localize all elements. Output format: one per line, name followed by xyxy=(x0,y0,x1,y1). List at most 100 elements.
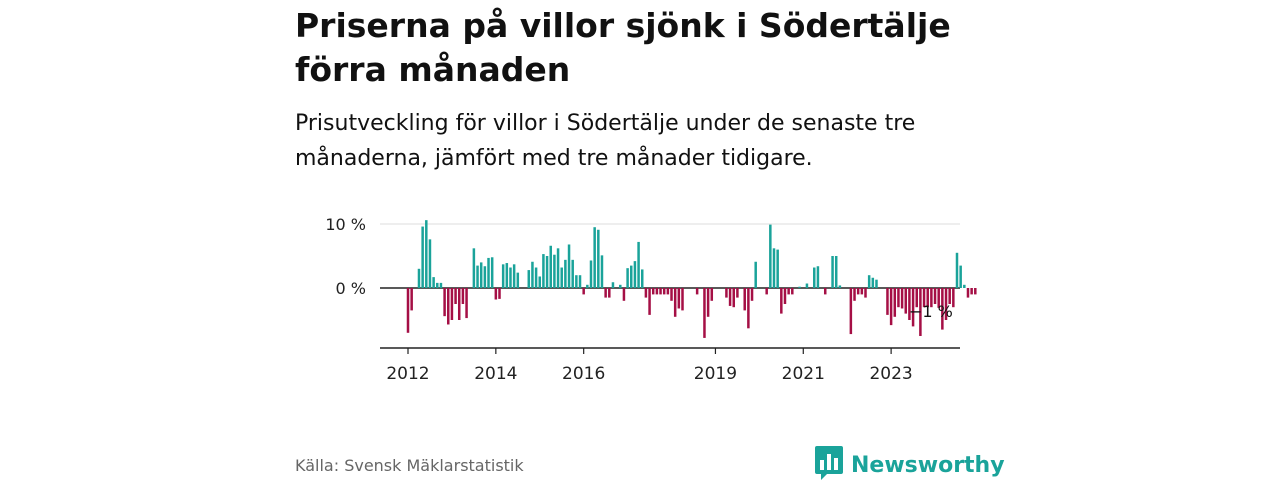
bar xyxy=(670,288,673,301)
bar xyxy=(586,284,589,288)
bar xyxy=(728,288,732,306)
bar xyxy=(457,288,461,320)
bar-chart: 0 % 10 % 2012 2014 2016 2019 2021 2023 −1 % xyxy=(325,215,977,384)
bar xyxy=(582,288,585,295)
brand-logo[interactable]: Newsworthy xyxy=(815,446,1005,484)
bar xyxy=(622,288,626,301)
bar xyxy=(886,288,889,315)
bar xyxy=(871,277,875,288)
chart-subtitle: Prisutveckling för villor i Södertälje u… xyxy=(295,111,916,171)
bar xyxy=(911,288,915,327)
chart-title: Priserna på villor sjönk i Södertälje fö… xyxy=(295,6,951,89)
bar xyxy=(608,288,611,298)
bar xyxy=(487,257,490,288)
bar xyxy=(534,267,538,288)
bar xyxy=(937,288,940,308)
bar xyxy=(754,261,757,288)
bar xyxy=(897,288,900,308)
bar xyxy=(417,268,421,288)
bar xyxy=(695,288,699,295)
bar xyxy=(904,288,908,314)
bar xyxy=(930,288,933,308)
bar xyxy=(776,249,779,288)
bar xyxy=(483,266,487,288)
bar xyxy=(856,288,860,295)
bar xyxy=(578,275,582,288)
x-tick-label: 2023 xyxy=(869,364,912,384)
bar xyxy=(783,288,787,304)
bar xyxy=(516,272,520,288)
bar xyxy=(538,276,542,288)
bar xyxy=(479,262,483,288)
bar xyxy=(673,288,677,317)
bar xyxy=(567,244,571,288)
bar xyxy=(772,248,776,288)
bar xyxy=(476,265,479,288)
bar xyxy=(867,275,871,288)
bar xyxy=(926,288,929,308)
bar xyxy=(933,288,937,304)
bar xyxy=(604,288,607,298)
bar xyxy=(769,224,772,288)
bar xyxy=(710,288,714,301)
bar xyxy=(798,286,801,288)
bar xyxy=(974,288,977,295)
bar xyxy=(747,288,750,329)
bar xyxy=(952,288,955,308)
bar xyxy=(860,288,864,295)
bar xyxy=(893,288,897,317)
bar xyxy=(765,288,768,295)
bar xyxy=(732,288,735,308)
bar xyxy=(549,245,552,288)
bar xyxy=(849,288,853,335)
bar xyxy=(505,263,509,288)
bar xyxy=(787,288,790,295)
bar xyxy=(791,288,794,295)
bar xyxy=(626,268,629,288)
bar xyxy=(919,288,922,336)
bar xyxy=(944,288,948,320)
brand-name: Newsworthy xyxy=(851,452,1005,478)
bar xyxy=(428,239,432,288)
bar xyxy=(472,248,476,288)
bar xyxy=(823,288,827,295)
bar xyxy=(648,288,651,315)
bar xyxy=(443,288,446,317)
bar xyxy=(439,282,443,288)
source-label: Källa: Svensk Mäklarstatistik xyxy=(295,456,524,475)
bar xyxy=(597,229,600,288)
bar xyxy=(813,267,816,288)
bar xyxy=(736,288,739,298)
bar xyxy=(630,265,633,288)
bar xyxy=(509,267,512,288)
bar xyxy=(677,288,681,309)
bar xyxy=(922,288,926,308)
bar xyxy=(662,288,666,295)
bar xyxy=(915,288,918,308)
bar xyxy=(816,266,820,288)
bar xyxy=(461,288,465,304)
bar xyxy=(706,288,710,317)
bar xyxy=(436,282,439,288)
bar xyxy=(743,288,746,311)
bar xyxy=(593,227,596,288)
bar xyxy=(545,256,549,288)
bars xyxy=(406,220,977,338)
bar xyxy=(553,254,556,288)
bar xyxy=(889,288,893,326)
bar xyxy=(465,288,468,319)
bar xyxy=(703,288,706,338)
bar xyxy=(600,255,604,288)
bar xyxy=(900,288,904,309)
bar xyxy=(963,284,966,288)
x-tick-label: 2014 xyxy=(474,364,517,384)
bar xyxy=(421,226,424,288)
bar xyxy=(619,284,622,288)
bar xyxy=(556,248,560,288)
bar xyxy=(410,288,413,311)
bar xyxy=(838,285,842,288)
bar xyxy=(490,257,494,288)
bar xyxy=(527,270,531,288)
bar xyxy=(640,269,644,288)
bar xyxy=(447,288,450,325)
